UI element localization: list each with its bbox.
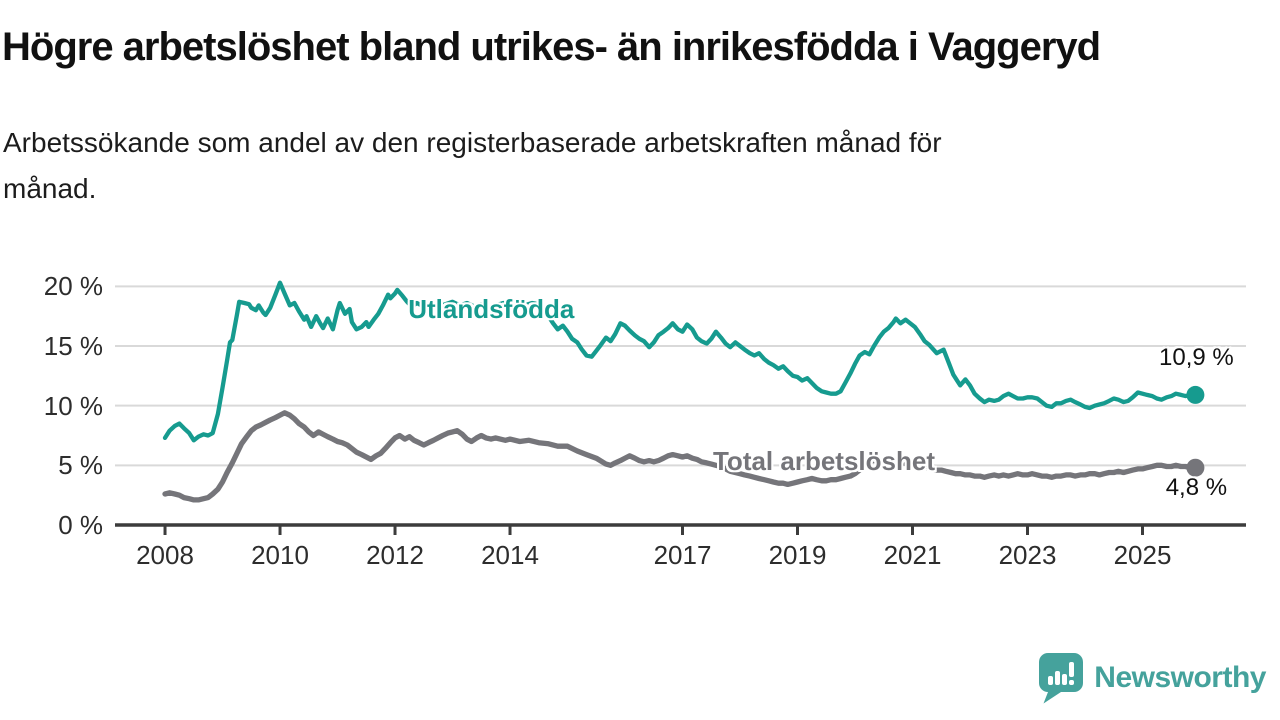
y-tick-label-20: 20 % bbox=[43, 271, 103, 302]
x-tick-label-2025: 2025 bbox=[1113, 540, 1172, 570]
chart-subtitle-line1: Arbetssökande som andel av den registerb… bbox=[3, 127, 942, 158]
x-tick-label-2023: 2023 bbox=[998, 540, 1057, 570]
series-label-utlandsf-dda: Utlandsfödda bbox=[408, 293, 575, 324]
series-label-total-arbetsl-shet: Total arbetslöshet bbox=[712, 446, 935, 477]
x-tick-label-2021: 2021 bbox=[883, 540, 942, 570]
y-tick-label-5: 5 % bbox=[58, 450, 103, 481]
chart-subtitle-line2: månad. bbox=[3, 173, 97, 204]
end-dot-utlandsf-dda bbox=[1186, 385, 1205, 404]
logo-exclamation-bar bbox=[1069, 662, 1075, 677]
logo-bar-3 bbox=[1062, 674, 1068, 685]
end-value-label-total-arbetsl-shet: 4,8 % bbox=[1165, 473, 1228, 501]
x-tick-label-2008: 2008 bbox=[136, 540, 194, 570]
y-tick-label-15: 15 % bbox=[43, 330, 103, 361]
page-title: Högre arbetslöshet bland utrikes- än inr… bbox=[2, 25, 1101, 69]
x-tick-label-2014: 2014 bbox=[481, 540, 539, 570]
line-total-arbetsl-shet bbox=[162, 410, 1199, 503]
x-tick-label-2012: 2012 bbox=[366, 540, 424, 570]
newsworthy-logo-icon bbox=[1039, 653, 1084, 704]
x-tick-label-2019: 2019 bbox=[768, 540, 827, 570]
y-tick-label-10: 10 % bbox=[43, 390, 103, 421]
logo-bar-2 bbox=[1055, 671, 1061, 685]
newsworthy-branding: Newsworthy bbox=[1038, 652, 1266, 704]
y-tick-label-0: 0 % bbox=[58, 510, 103, 540]
x-tick-label-2010: 2010 bbox=[251, 540, 309, 570]
logo-exclamation-dot bbox=[1069, 680, 1075, 685]
logo-speech-bubble bbox=[1039, 653, 1084, 704]
chart-subtitle: Arbetssökande som andel av den registerb… bbox=[3, 120, 1203, 212]
end-dot-total-arbetsl-shet bbox=[1186, 458, 1205, 477]
line-utlandsf-dda bbox=[162, 280, 1198, 443]
end-value-label-utlandsf-dda: 10,9 % bbox=[1159, 343, 1234, 371]
logo-bar-1 bbox=[1048, 676, 1054, 685]
x-tick-label-2017: 2017 bbox=[653, 540, 712, 570]
brand-name: Newsworthy bbox=[1094, 661, 1266, 694]
